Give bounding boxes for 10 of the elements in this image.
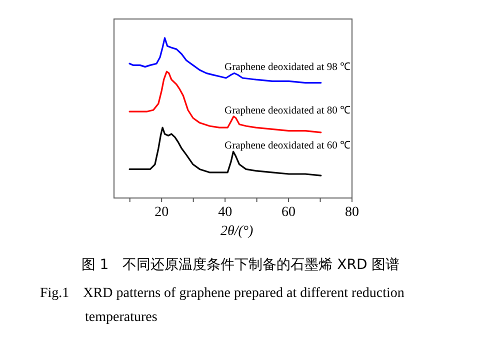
x-tick-label: 80 xyxy=(345,205,359,220)
x-tick-label: 40 xyxy=(218,205,232,220)
series-label: Graphene deoxidated at 98 ℃ xyxy=(224,62,351,74)
series-label: Graphene deoxidated at 80 ℃ xyxy=(224,105,351,116)
x-tick-label: 60 xyxy=(282,205,296,220)
x-tick-label: 20 xyxy=(154,205,169,220)
series-label: Graphene deoxidated at 60 ℃ xyxy=(224,140,351,152)
x-axis-title: 2θ/(°) xyxy=(220,224,254,239)
caption: Fig.1 XRD patterns of graphene prepared at different reduction temperatures xyxy=(40,285,406,327)
caption: 图 1 不同还原温度条件下制备的石墨烯 XRD 图谱 xyxy=(80,256,401,274)
